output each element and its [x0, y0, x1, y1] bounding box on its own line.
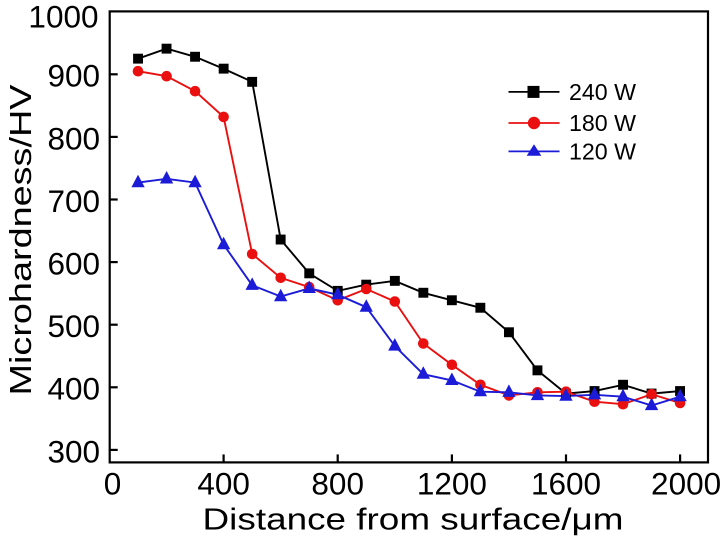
- svg-text:400: 400: [197, 466, 250, 502]
- svg-text:1200: 1200: [417, 466, 487, 502]
- svg-text:2000: 2000: [651, 466, 721, 502]
- svg-text:1000: 1000: [28, 0, 98, 34]
- svg-text:Microhardness/HV: Microhardness/HV: [4, 85, 38, 396]
- svg-text:Distance from surface/μm: Distance from surface/μm: [203, 502, 624, 537]
- svg-text:300: 300: [47, 433, 100, 469]
- svg-text:800: 800: [311, 466, 364, 502]
- svg-text:800: 800: [47, 120, 100, 156]
- svg-text:500: 500: [47, 308, 100, 344]
- svg-text:400: 400: [47, 371, 100, 407]
- svg-text:120 W: 120 W: [569, 138, 636, 164]
- svg-text:900: 900: [47, 58, 100, 94]
- svg-text:240 W: 240 W: [569, 79, 636, 105]
- svg-text:600: 600: [47, 246, 100, 282]
- svg-text:0: 0: [104, 466, 122, 502]
- svg-text:700: 700: [47, 183, 100, 219]
- svg-text:180 W: 180 W: [569, 110, 636, 136]
- svg-text:1600: 1600: [531, 466, 601, 502]
